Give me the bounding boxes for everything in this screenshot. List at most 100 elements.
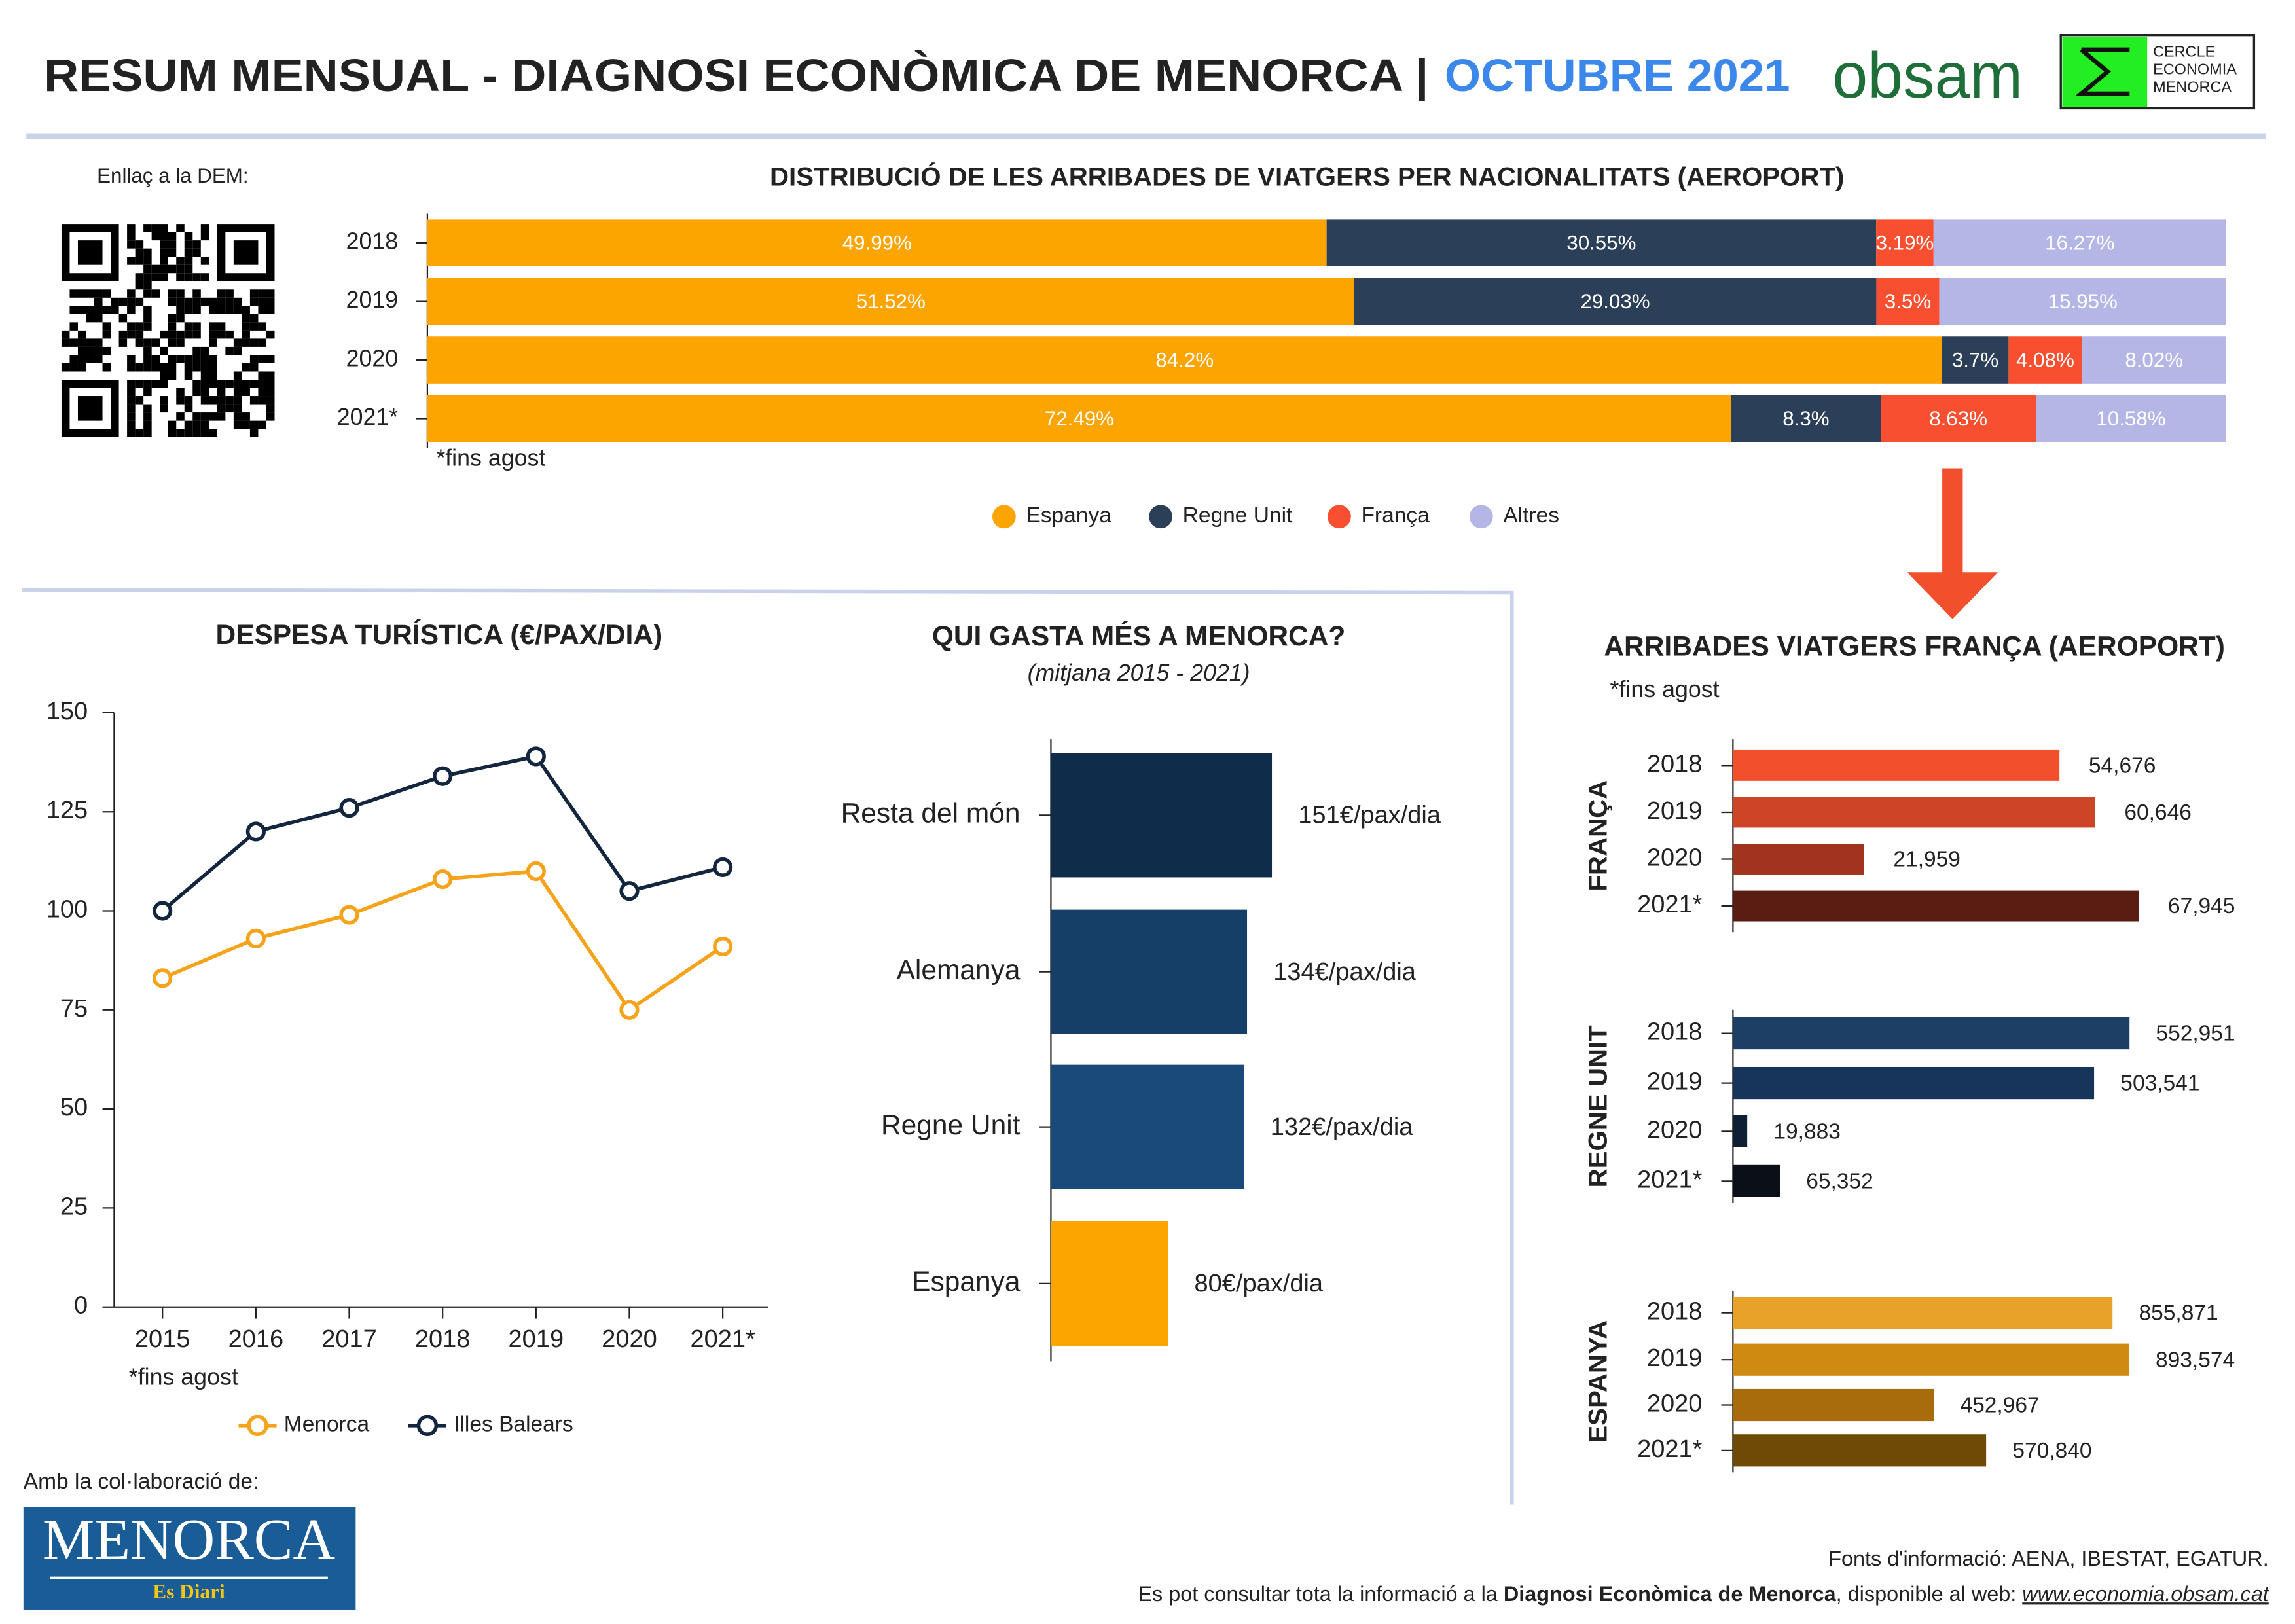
qr-module bbox=[258, 396, 266, 405]
point bbox=[339, 798, 359, 818]
qr-module bbox=[69, 363, 78, 372]
qr-module bbox=[94, 297, 103, 306]
qr-module bbox=[258, 322, 266, 331]
qr-finder bbox=[77, 396, 103, 421]
value-label: 151€/pax/dia bbox=[1298, 802, 1441, 829]
qr-module bbox=[200, 224, 209, 232]
page-month: OCTUBRE 2021 bbox=[1445, 50, 1790, 101]
qr-module bbox=[266, 330, 275, 339]
qr-module bbox=[176, 412, 185, 421]
legend-label: Menorca bbox=[284, 1413, 370, 1437]
qr-module bbox=[258, 289, 266, 298]
qr-module bbox=[249, 322, 259, 331]
qr-module bbox=[135, 380, 144, 388]
qr-module bbox=[225, 289, 234, 298]
qr-module bbox=[160, 232, 168, 241]
qr-module bbox=[143, 314, 152, 323]
qr-module bbox=[176, 338, 185, 347]
value-label: 893,574 bbox=[2156, 1348, 2235, 1372]
chart-note: *fins agost bbox=[129, 1364, 238, 1390]
y-tick-label: 125 bbox=[46, 797, 88, 824]
qr-module bbox=[217, 330, 226, 339]
qr-module bbox=[184, 306, 193, 314]
qr-module bbox=[176, 306, 185, 314]
qr-module bbox=[143, 412, 152, 421]
qr-module bbox=[249, 289, 259, 298]
qr-module bbox=[127, 297, 136, 306]
qr-module bbox=[233, 396, 242, 405]
qr-finder bbox=[77, 240, 103, 265]
bar-segment bbox=[2082, 336, 2226, 384]
obsam-logo: obsam bbox=[1832, 39, 2023, 111]
qr-module bbox=[192, 240, 201, 249]
qr-module bbox=[168, 289, 177, 298]
qr-module bbox=[143, 429, 152, 437]
qr-module bbox=[184, 257, 193, 265]
section-note: *fins agost bbox=[1610, 676, 1720, 702]
qr-module bbox=[77, 330, 86, 339]
qr-module bbox=[209, 355, 217, 363]
point bbox=[619, 1000, 640, 1020]
page-title: RESUM MENSUAL - DIAGNOSI ECONÒMICA DE ME… bbox=[44, 50, 1428, 101]
qr-module bbox=[151, 273, 160, 281]
qr-module bbox=[151, 232, 160, 241]
qr-module bbox=[86, 355, 95, 363]
point bbox=[153, 901, 173, 921]
qr-module bbox=[266, 404, 275, 413]
bar bbox=[1051, 753, 1273, 878]
qr-module bbox=[209, 380, 217, 388]
qr-module bbox=[160, 257, 168, 265]
qr-module bbox=[192, 248, 201, 257]
qr-module bbox=[135, 273, 144, 281]
qr-module bbox=[225, 306, 234, 314]
qr-module bbox=[160, 240, 168, 249]
qr-module bbox=[249, 396, 259, 405]
qr-module bbox=[143, 257, 152, 265]
qr-module bbox=[242, 314, 250, 323]
qr-module bbox=[184, 404, 193, 413]
qr-module bbox=[160, 273, 168, 281]
chart-subtitle: (mitjana 2015 - 2021) bbox=[1028, 660, 1250, 686]
qr-module bbox=[217, 289, 226, 298]
qr-module bbox=[192, 306, 201, 314]
qr-module bbox=[127, 322, 136, 331]
qr-module bbox=[151, 363, 160, 372]
collab-label: Amb la col·laboració de: bbox=[24, 1470, 259, 1494]
bar bbox=[1733, 890, 2139, 922]
qr-module bbox=[94, 346, 103, 355]
qr-module bbox=[225, 297, 234, 306]
y-tick-label: 2018 bbox=[1647, 750, 1703, 778]
qr-module bbox=[77, 306, 86, 314]
y-tick-label: 2020 bbox=[346, 345, 399, 371]
qr-module bbox=[184, 240, 193, 249]
qr-module bbox=[233, 371, 242, 380]
y-tick-label: 2018 bbox=[346, 228, 399, 255]
y-tick-label: 2021* bbox=[1637, 1166, 1703, 1193]
qr-module bbox=[184, 248, 193, 257]
y-tick-label: 2019 bbox=[346, 287, 399, 313]
qr-module bbox=[168, 232, 177, 241]
logo-sigma bbox=[2075, 47, 2130, 96]
qr-module bbox=[209, 338, 217, 347]
qr-module bbox=[200, 273, 209, 281]
info-link[interactable]: www.economia.obsam.cat bbox=[2022, 1582, 2269, 1606]
info-bold: Diagnosi Econòmica de Menorca bbox=[1504, 1582, 1837, 1606]
bar-segment bbox=[427, 336, 1942, 384]
qr-module bbox=[217, 388, 226, 397]
qr-module bbox=[118, 297, 128, 306]
qr-module bbox=[168, 322, 177, 331]
bar-segment bbox=[427, 278, 1354, 325]
qr-module bbox=[217, 306, 226, 314]
qr-module bbox=[225, 330, 234, 339]
qr-module bbox=[192, 388, 201, 397]
value-label: 3.7% bbox=[1952, 349, 1998, 372]
info-text: Es pot consultar tota la informació a la bbox=[1138, 1582, 1503, 1606]
qr-module bbox=[77, 346, 86, 355]
qr-module bbox=[184, 371, 193, 380]
qr-module bbox=[200, 355, 209, 363]
legend-label: Illes Balears bbox=[454, 1413, 573, 1437]
qr-module bbox=[176, 289, 185, 298]
qr-module bbox=[192, 429, 201, 437]
value-label: 29.03% bbox=[1580, 290, 1650, 313]
qr-module bbox=[266, 380, 275, 388]
